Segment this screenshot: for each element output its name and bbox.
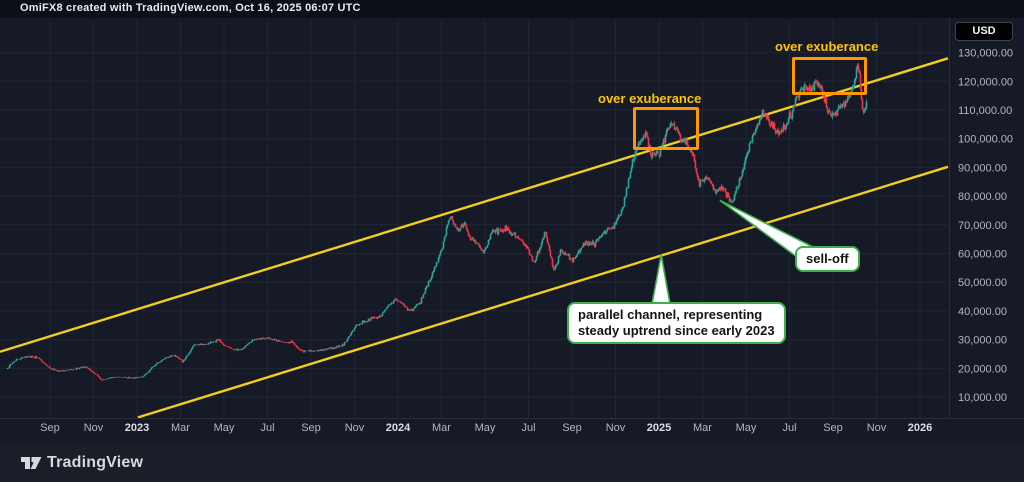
time-tick-label: Mar	[171, 422, 190, 434]
parallel-channel-line2: steady uptrend since early 2023	[578, 323, 775, 338]
up-candle-bodies	[6, 65, 868, 381]
time-tick-label: Nov	[867, 422, 887, 434]
time-tick-label: Mar	[432, 422, 451, 434]
price-tick-label: 110,000.00	[958, 105, 1012, 117]
attribution-bar: OmiFX8 created with TradingView.com, Oct…	[0, 0, 1024, 18]
time-tick-label: Mar	[693, 422, 712, 434]
price-tick-label: 30,000.00	[958, 335, 1007, 347]
time-tick-label: Jul	[521, 422, 535, 434]
price-tick-label: 120,000.00	[958, 76, 1013, 88]
time-tick-label: Sep	[562, 422, 582, 434]
time-tick-label: Nov	[345, 422, 365, 434]
time-tick-label: Jul	[260, 422, 274, 434]
price-tick-label: 40,000.00	[958, 306, 1007, 318]
tradingview-brand[interactable]: TradingView	[47, 454, 144, 471]
chart-area[interactable]: 130,000.00 120,000.00 110,000.00 100,000.00…	[0, 18, 1024, 445]
over-exuberance-label-1[interactable]: over exuberance	[598, 91, 702, 106]
attribution-text: OmiFX8 created with TradingView.com, Oct…	[20, 2, 361, 14]
parallel-channel-line1: parallel channel, representing	[578, 307, 763, 322]
over-exuberance-box-1[interactable]	[633, 107, 699, 150]
price-axis[interactable]: 130,000.00 120,000.00 110,000.00 100,000.00…	[958, 48, 1013, 404]
sell-off-callout[interactable]: sell-off	[795, 246, 860, 272]
time-tick-year-label: 2026	[908, 422, 932, 434]
currency-button[interactable]: USD	[955, 22, 1013, 41]
price-tick-label: 10,000.00	[958, 392, 1007, 404]
gridlines	[0, 20, 948, 418]
time-tick-year-label: 2025	[647, 422, 671, 434]
time-tick-label: Sep	[301, 422, 321, 434]
time-tick-label: May	[214, 422, 235, 434]
time-tick-label: Sep	[823, 422, 843, 434]
price-tick-label: 70,000.00	[958, 220, 1007, 232]
parallel-channel-pointer	[651, 254, 671, 305]
over-exuberance-box-2[interactable]	[792, 57, 867, 95]
price-tick-label: 50,000.00	[958, 277, 1007, 289]
candlestick-chart[interactable]: 130,000.00 120,000.00 110,000.00 100,000.00…	[0, 18, 1024, 445]
parallel-channel-lines[interactable]	[0, 57, 949, 419]
parallel-channel-callout[interactable]: parallel channel, representing steady up…	[567, 302, 786, 344]
channel-trendline[interactable]	[137, 165, 949, 419]
time-tick-label: May	[736, 422, 757, 434]
time-tick-label: Nov	[606, 422, 626, 434]
tradingview-logo-icon[interactable]	[20, 452, 43, 475]
over-exuberance-label-2[interactable]: over exuberance	[775, 39, 879, 54]
time-axis[interactable]: Sep Nov 2023 Mar May Jul Sep Nov 2024 Mar May Jul Se…	[40, 422, 932, 434]
price-tick-label: 20,000.00	[958, 363, 1007, 375]
time-tick-label: Sep	[40, 422, 60, 434]
axis-borders	[0, 18, 1024, 419]
price-tick-label: 60,000.00	[958, 249, 1007, 261]
footer-bar: TradingView	[0, 445, 1024, 482]
price-tick-label: 100,000.00	[958, 134, 1013, 146]
channel-trendline[interactable]	[0, 57, 949, 353]
time-tick-label: Nov	[84, 422, 104, 434]
time-tick-label: Jul	[782, 422, 796, 434]
time-tick-year-label: 2023	[125, 422, 149, 434]
price-tick-label: 130,000.00	[958, 48, 1013, 60]
time-tick-label: May	[475, 422, 496, 434]
price-tick-label: 90,000.00	[958, 162, 1007, 174]
candle-series	[6, 63, 868, 381]
time-tick-year-label: 2024	[386, 422, 411, 434]
price-tick-label: 80,000.00	[958, 191, 1007, 203]
down-candle-bodies	[16, 65, 865, 381]
